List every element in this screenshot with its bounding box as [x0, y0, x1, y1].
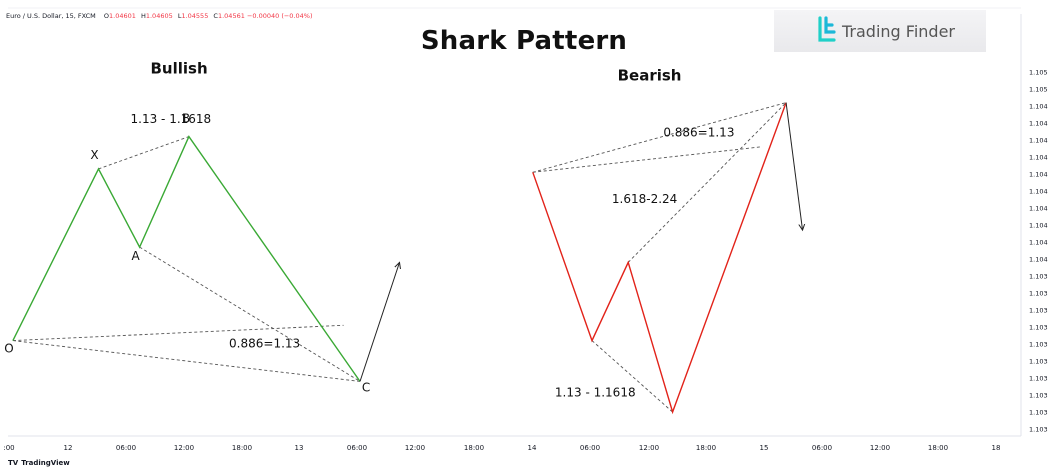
point-label-a: A — [131, 249, 140, 263]
trading-finder-logo-icon — [818, 16, 836, 42]
high-value: 1.04605 — [145, 12, 173, 20]
dashed-line-4 — [532, 102, 787, 173]
close-value: 1.04561 — [217, 12, 245, 20]
x-tick-label-7: 12:00 — [405, 444, 425, 452]
point-label-o: O — [4, 342, 13, 356]
point-label-x: X — [90, 148, 98, 162]
trading-finder-logo-text: Trading Finder — [842, 22, 955, 41]
x-tick-label-15: 12:00 — [870, 444, 890, 452]
y-tick-label-8: 1.1043 — [1029, 205, 1048, 213]
dashed-line-6 — [627, 102, 787, 263]
close-label: C — [213, 12, 218, 20]
x-axis: :00 12 06:00 12:00 18:00 13 06:00 12:00 18:00 14 0… — [3, 435, 1021, 452]
y-tick-label-5: 1.1046 — [1029, 154, 1048, 162]
y-tick-label-15: 1.1036 — [1029, 324, 1048, 332]
annotation-layer: O X A B C Bullish 1.13 - 1.1618 0.886=1.13 Beari… — [4, 60, 734, 400]
series-bearish-line — [532, 102, 787, 415]
x-tick-label-0: :00 — [3, 444, 14, 452]
open-label: O — [103, 12, 109, 20]
tradingview-logo-icon: TV — [8, 459, 19, 467]
ratio-annotation-1: 1.13 - 1.1618 — [131, 112, 212, 126]
dashed-line-3 — [139, 246, 361, 382]
chart-title: Shark Pattern — [420, 26, 628, 56]
x-tick-label-2: 06:00 — [116, 444, 136, 452]
tradingview-brand-text: TradingView — [21, 459, 70, 467]
x-tick-label-9: 14 — [528, 444, 537, 452]
heading-bullish: Bullish — [151, 60, 208, 78]
ratio-annotation-2: 0.886=1.13 — [229, 336, 300, 350]
ratio-annotation-5: 1.618-2.24 — [612, 192, 677, 206]
x-tick-label-17: 18 — [992, 444, 1001, 452]
y-tick-label-14: 1.1037 — [1029, 307, 1048, 315]
dashed-line-1 — [12, 324, 344, 342]
x-tick-label-6: 06:00 — [347, 444, 367, 452]
trading-finder-logo: Trading Finder — [774, 10, 986, 52]
y-tick-label-21: 1.1030 — [1029, 426, 1048, 434]
open-value: 1.04601 — [109, 12, 136, 20]
series-layer — [12, 102, 803, 415]
dashed-line-2 — [12, 340, 361, 382]
y-tick-label-6: 1.1045 — [1029, 171, 1048, 179]
symbol-name: Euro / U.S. Dollar, 15, FXCM — [6, 12, 96, 20]
x-tick-label-11: 12:00 — [639, 444, 659, 452]
y-tick-label-12: 1.1039 — [1029, 273, 1048, 281]
y-tick-label-7: 1.1044 — [1029, 188, 1048, 196]
x-tick-label-3: 12:00 — [174, 444, 194, 452]
x-tick-label-8: 18:00 — [464, 444, 484, 452]
point-label-c: C — [362, 380, 370, 394]
x-tick-label-13: 15 — [760, 444, 769, 452]
y-tick-label-13: 1.1038 — [1029, 290, 1048, 298]
series-bearish-projection-arrow — [785, 102, 802, 231]
low-value: 1.04555 — [181, 12, 209, 20]
x-tick-label-16: 18:00 — [928, 444, 948, 452]
dashed-line-7 — [591, 340, 673, 413]
change-value: −0.00040 (−0.04%) — [246, 12, 313, 20]
y-tick-label-3: 1.1048 — [1029, 120, 1048, 128]
series-bullish-line — [12, 135, 361, 382]
y-tick-label-17: 1.1034 — [1029, 358, 1048, 366]
heading-bearish: Bearish — [618, 67, 682, 85]
y-tick-label-11: 1.1040 — [1029, 256, 1048, 264]
tradingview-brand: TV TradingView — [8, 459, 70, 467]
y-tick-label-2: 1.1049 — [1029, 103, 1048, 111]
dashed-lines-layer — [12, 102, 787, 413]
dashed-line-5 — [532, 146, 762, 173]
y-tick-label-16: 1.1035 — [1029, 341, 1048, 349]
y-tick-label-18: 1.1033 — [1029, 375, 1048, 383]
y-tick-label-4: 1.1047 — [1029, 137, 1048, 145]
high-label: H — [140, 12, 146, 20]
point-label-b: B — [182, 112, 190, 126]
x-tick-label-1: 12 — [64, 444, 73, 452]
dashed-line-0 — [98, 136, 190, 170]
x-tick-label-4: 18:00 — [232, 444, 252, 452]
y-tick-label-19: 1.1032 — [1029, 392, 1048, 400]
symbol-info: Euro / U.S. Dollar, 15, FXCM O1.04601 H1… — [6, 12, 313, 20]
series-bullish-projection-arrow — [359, 262, 399, 382]
x-tick-label-12: 18:00 — [696, 444, 716, 452]
ratio-annotation-4: 0.886=1.13 — [663, 126, 734, 140]
x-tick-label-10: 06:00 — [580, 444, 600, 452]
low-label: L — [177, 12, 182, 20]
y-tick-label-1: 1.1050 — [1029, 86, 1048, 94]
y-tick-label-9: 1.1042 — [1029, 222, 1048, 230]
x-tick-label-5: 13 — [295, 444, 304, 452]
x-tick-label-14: 06:00 — [812, 444, 832, 452]
ratio-annotation-6: 1.13 - 1.1618 — [555, 386, 636, 400]
